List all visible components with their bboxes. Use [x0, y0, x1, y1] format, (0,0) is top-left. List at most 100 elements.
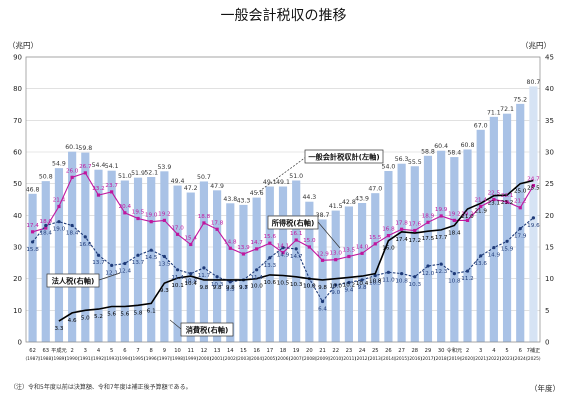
- total-bar: [147, 177, 156, 342]
- income-marker: [334, 258, 338, 262]
- line-1-label: 15.6: [264, 234, 277, 240]
- callout-total-text: 一般会計税収計(左軸): [308, 153, 379, 162]
- x-tick-label: 9: [163, 348, 166, 354]
- y-left-tick-label: 80: [13, 85, 22, 93]
- line-2-label: 11.2: [461, 276, 473, 282]
- line-series: [30, 171, 536, 322]
- line-3-label: 9.3: [160, 288, 169, 294]
- income-marker: [347, 254, 351, 259]
- income-marker: [255, 247, 259, 251]
- corporate-marker: [479, 254, 483, 258]
- line-1-label: 21.4: [53, 197, 66, 203]
- total-bar-label: 50.8: [39, 174, 53, 181]
- line-2-label: 11.4: [250, 275, 263, 281]
- income-marker: [136, 216, 140, 221]
- corporate-marker: [149, 248, 153, 252]
- total-bar-label: 72.1: [500, 106, 514, 113]
- line-2-label: 12.1: [105, 270, 118, 276]
- total-bar-label: 49.1: [276, 179, 290, 186]
- x-tick-year: (2006): [276, 356, 291, 362]
- total-bar: [120, 180, 129, 342]
- line-3-label: 21.9: [474, 208, 487, 214]
- line-3-label: 10.6: [264, 280, 277, 286]
- line-3-label: 9.7: [239, 285, 248, 291]
- line-1-label: 19.2: [448, 211, 460, 217]
- line-2-label: 18.4: [40, 230, 53, 236]
- line-3-label: 21.0: [461, 214, 474, 220]
- line-2-label: 10.3: [409, 282, 422, 288]
- line-1-label: 17.8: [395, 220, 408, 226]
- line-3-label: 5.0: [81, 315, 90, 321]
- corporate-marker: [465, 269, 470, 273]
- footnote: （注）令和5年度以前は決算額、令和7年度は補正後予算額である。: [10, 383, 192, 391]
- line-2-label: 13.7: [92, 260, 105, 266]
- total-bar: [199, 181, 209, 342]
- income-marker: [175, 232, 180, 236]
- x-tick-year: (2008): [302, 356, 317, 362]
- callout-corporate-box: [46, 273, 100, 288]
- income-marker: [241, 252, 246, 256]
- income-marker: [320, 258, 325, 262]
- line-2-label: 19.6: [527, 223, 540, 229]
- income-marker: [531, 183, 536, 188]
- line-1-label: 18.8: [198, 214, 211, 220]
- line-2-label: 11.4: [171, 275, 184, 281]
- line-1-label: 13.0: [329, 251, 342, 257]
- line-2-label: 19.0: [53, 227, 66, 233]
- series-callouts: 一般会計税収計(左軸) 所得税(右軸) 法人税(右軸) 消費税(右軸): [46, 149, 384, 337]
- x-tick-label: 13: [214, 348, 221, 354]
- x-tick-year: (1991): [78, 356, 93, 362]
- corporate-marker: [439, 262, 443, 266]
- total-bar: [68, 151, 77, 342]
- line-3-label: 10.4: [356, 281, 369, 287]
- income-marker: [70, 175, 74, 179]
- line-3-label: 10.0: [250, 284, 263, 290]
- x-tick-year: (1990): [65, 356, 80, 362]
- corporate-marker: [30, 240, 35, 244]
- corporate-marker: [255, 268, 259, 272]
- line-2-label: 13.3: [264, 263, 277, 269]
- corporate-marker: [505, 239, 509, 243]
- income-marker: [228, 246, 232, 250]
- callout-corporate-leader: [98, 272, 121, 281]
- corporate-marker: [110, 263, 114, 267]
- x-tick-year: (2003): [236, 356, 251, 362]
- line-2-label: 11.0: [382, 277, 395, 283]
- total-bar-label: 60.4: [434, 143, 448, 150]
- total-bar: [239, 204, 248, 342]
- x-tick-label: 29: [425, 348, 432, 354]
- line-2-label: 16.6: [79, 242, 92, 248]
- income-marker: [465, 218, 470, 222]
- corporate-marker: [347, 280, 351, 285]
- total-bar: [371, 193, 380, 342]
- x-tick-year: (2024): [513, 356, 528, 362]
- x-tick-year: (2004): [249, 356, 264, 362]
- line-3-label: 10.2: [343, 282, 355, 288]
- x-tick-year: (2009): [315, 356, 330, 362]
- income-marker: [268, 241, 272, 245]
- total-bar-label: 54.0: [382, 164, 396, 171]
- x-tick-label: 63: [42, 348, 49, 354]
- line-3: [58, 179, 534, 322]
- line-3-label: 10.1: [171, 283, 184, 289]
- line-2-label: 9.4: [344, 287, 353, 293]
- y-right-tick-label: 35: [545, 117, 554, 125]
- total-bar-label: 52.1: [144, 170, 158, 177]
- income-marker: [294, 238, 298, 242]
- income-marker: [162, 218, 166, 222]
- line-1-label: 14.7: [250, 240, 263, 246]
- line-3-label: 9.8: [213, 285, 222, 291]
- x-tick-label: 5: [505, 348, 508, 354]
- total-bar: [331, 210, 340, 342]
- total-bar: [423, 155, 433, 342]
- x-tick-label: 21: [319, 348, 326, 354]
- corporate-marker: [96, 253, 101, 257]
- x-tick-year: (2014): [381, 356, 396, 362]
- total-bar-label: 45.6: [250, 190, 264, 197]
- line-2-label: 14.7: [290, 254, 303, 260]
- data-labels: 46.850.854.960.1 59.854.4 54.151.0 51.9 52.1…: [26, 79, 541, 332]
- x-tick-label: 27: [398, 348, 405, 354]
- y-left-tick-label: 40: [13, 212, 22, 220]
